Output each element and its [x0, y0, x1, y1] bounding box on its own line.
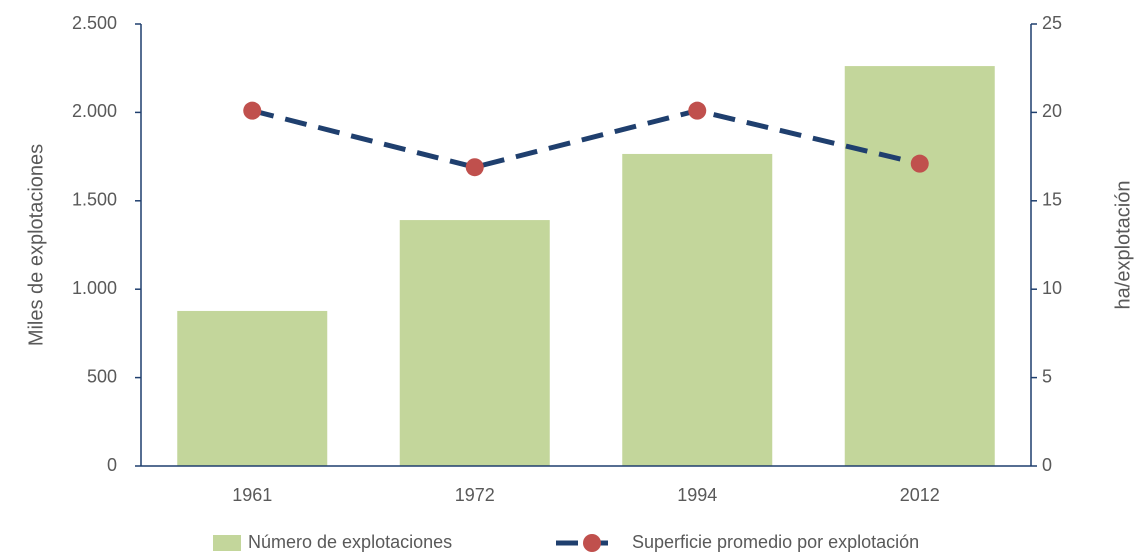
marker — [910, 154, 929, 173]
y-tick-label: 1.500 — [72, 190, 117, 210]
legend-swatch — [213, 535, 241, 551]
x-tick-label: 1961 — [232, 485, 272, 505]
bar — [177, 310, 328, 466]
y-tick-label: 2.500 — [72, 13, 117, 33]
y2-tick-label: 15 — [1042, 190, 1062, 210]
bar — [399, 220, 550, 466]
y2-axis-title: ha/explotación — [1112, 181, 1134, 310]
y2-tick-label: 10 — [1042, 278, 1062, 298]
y2-tick-label: 25 — [1042, 13, 1062, 33]
bar — [622, 153, 773, 466]
marker — [688, 101, 707, 120]
marker — [465, 158, 484, 177]
y2-tick-label: 5 — [1042, 366, 1052, 386]
y-axis-title: Miles de explotaciones — [25, 144, 47, 346]
x-tick-label: 1994 — [677, 485, 717, 505]
line — [251, 108, 921, 170]
y2-tick-label: 20 — [1042, 101, 1062, 121]
y-tick-label: 1.000 — [72, 278, 117, 298]
x-tick-label: 2012 — [900, 485, 940, 505]
marker — [243, 101, 262, 120]
bar — [844, 66, 995, 466]
y-tick-label: 0 — [107, 455, 117, 475]
legend-marker — [583, 534, 601, 552]
y-tick-label: 2.000 — [72, 101, 117, 121]
legend-label: Número de explotaciones — [248, 532, 452, 552]
legend-label: Superficie promedio por explotación — [632, 532, 919, 552]
y2-tick-label: 0 — [1042, 455, 1052, 475]
x-tick-label: 1972 — [455, 485, 495, 505]
y-tick-label: 500 — [87, 366, 117, 386]
